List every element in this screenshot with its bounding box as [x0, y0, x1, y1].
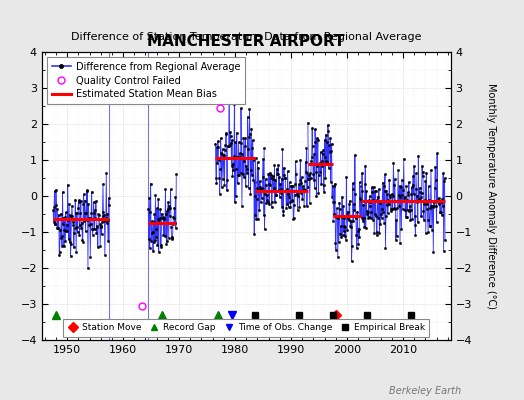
Y-axis label: Monthly Temperature Anomaly Difference (°C): Monthly Temperature Anomaly Difference (…: [486, 83, 496, 309]
Legend: Station Move, Record Gap, Time of Obs. Change, Empirical Break: Station Move, Record Gap, Time of Obs. C…: [63, 319, 429, 337]
Text: Berkeley Earth: Berkeley Earth: [389, 386, 461, 396]
Text: Difference of Station Temperature Data from Regional Average: Difference of Station Temperature Data f…: [71, 32, 421, 42]
Title: MANCHESTER AIRPORT: MANCHESTER AIRPORT: [147, 34, 345, 50]
